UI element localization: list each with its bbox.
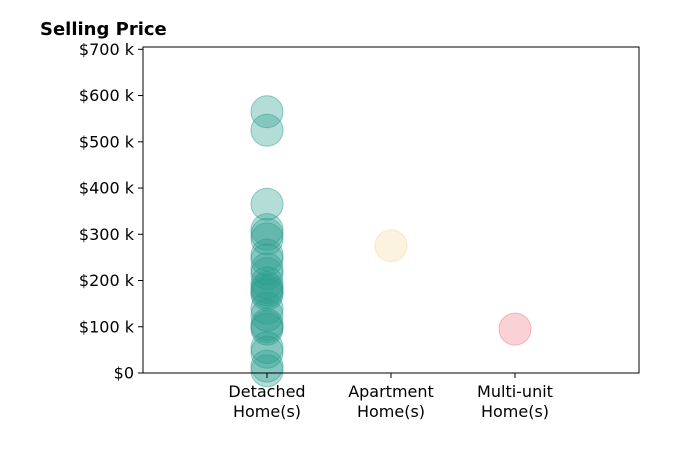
data-point-0-22 [250, 349, 284, 383]
y-tick-label: $700 k [79, 40, 135, 59]
data-point-0-20 [250, 331, 284, 365]
y-tick-label: $300 k [79, 225, 135, 244]
data-point-0-21 [250, 335, 284, 369]
y-tick-label: $200 k [79, 271, 135, 290]
x-axis: DetachedHome(s)ApartmentHome(s)Multi-uni… [228, 373, 553, 421]
x-tick-label: Home(s) [233, 402, 301, 421]
y-tick-label: $100 k [79, 317, 135, 336]
data-point-2-0 [498, 312, 532, 346]
data-point-0-19 [250, 312, 284, 346]
data-point-0-23 [250, 354, 284, 388]
data-point-1-0 [374, 229, 408, 263]
chart-title: Selling Price [40, 19, 167, 40]
x-tick-label: Multi-unit [477, 382, 553, 401]
data-point-0-4 [250, 217, 284, 251]
y-tick-label: $500 k [79, 132, 135, 151]
y-tick-label: $0 [114, 364, 134, 383]
plot-frame [142, 46, 640, 374]
x-tick-label: Apartment [348, 382, 434, 401]
data-point-0-2 [250, 187, 284, 221]
y-tick-label: $600 k [79, 86, 135, 105]
y-axis: $0 $100 k $200 k $300 k $400 k $500 k $600 k $7… [79, 40, 143, 383]
scatter-points [250, 95, 532, 388]
x-tick-label: Home(s) [357, 402, 425, 421]
y-tick-label: $400 k [79, 179, 135, 198]
data-point-0-8 [250, 252, 284, 286]
data-point-0-3 [250, 213, 284, 247]
data-point-0-0 [250, 95, 284, 129]
x-tick-label: Detached [228, 382, 305, 401]
data-point-0-1 [250, 113, 284, 147]
x-tick-label: Home(s) [481, 402, 549, 421]
